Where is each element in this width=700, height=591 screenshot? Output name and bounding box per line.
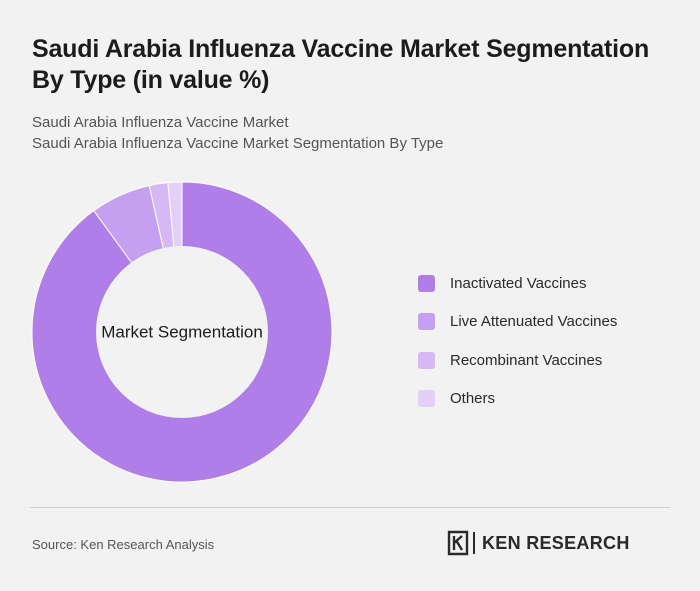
legend-item: Others <box>418 380 617 419</box>
legend-swatch <box>418 390 435 408</box>
chart-subtitle-segmentation: Saudi Arabia Influenza Vaccine Market Se… <box>32 135 444 152</box>
legend-label: Live Attenuated Vaccines <box>450 313 618 331</box>
donut-center-label: Market Segmentation <box>101 322 263 341</box>
ken-research-logo-icon <box>447 530 469 556</box>
legend-item: Live Attenuated Vaccines <box>418 303 617 342</box>
legend-label: Inactivated Vaccines <box>450 274 587 292</box>
legend-item: Inactivated Vaccines <box>418 264 617 303</box>
source-note: Source: Ken Research Analysis <box>32 537 215 552</box>
ken-research-logo: KEN RESEARCH <box>447 530 630 556</box>
chart-title: Saudi Arabia Influenza Vaccine Market Se… <box>32 35 650 94</box>
footer-divider <box>30 507 670 508</box>
logo-divider-bar <box>473 532 475 554</box>
legend-label: Others <box>450 390 496 408</box>
donut-chart: Market Segmentation <box>31 181 333 483</box>
donut-hole <box>96 246 268 418</box>
chart-legend: Inactivated Vaccines Live Attenuated Vacc… <box>418 264 617 418</box>
legend-label: Recombinant Vaccines <box>450 351 603 369</box>
chart-subtitle-market: Saudi Arabia Influenza Vaccine Market <box>32 114 289 131</box>
legend-swatch <box>418 274 435 292</box>
legend-swatch <box>418 313 435 331</box>
legend-swatch <box>418 351 435 369</box>
logo-text: KEN RESEARCH <box>482 532 630 553</box>
legend-item: Recombinant Vaccines <box>418 341 617 380</box>
